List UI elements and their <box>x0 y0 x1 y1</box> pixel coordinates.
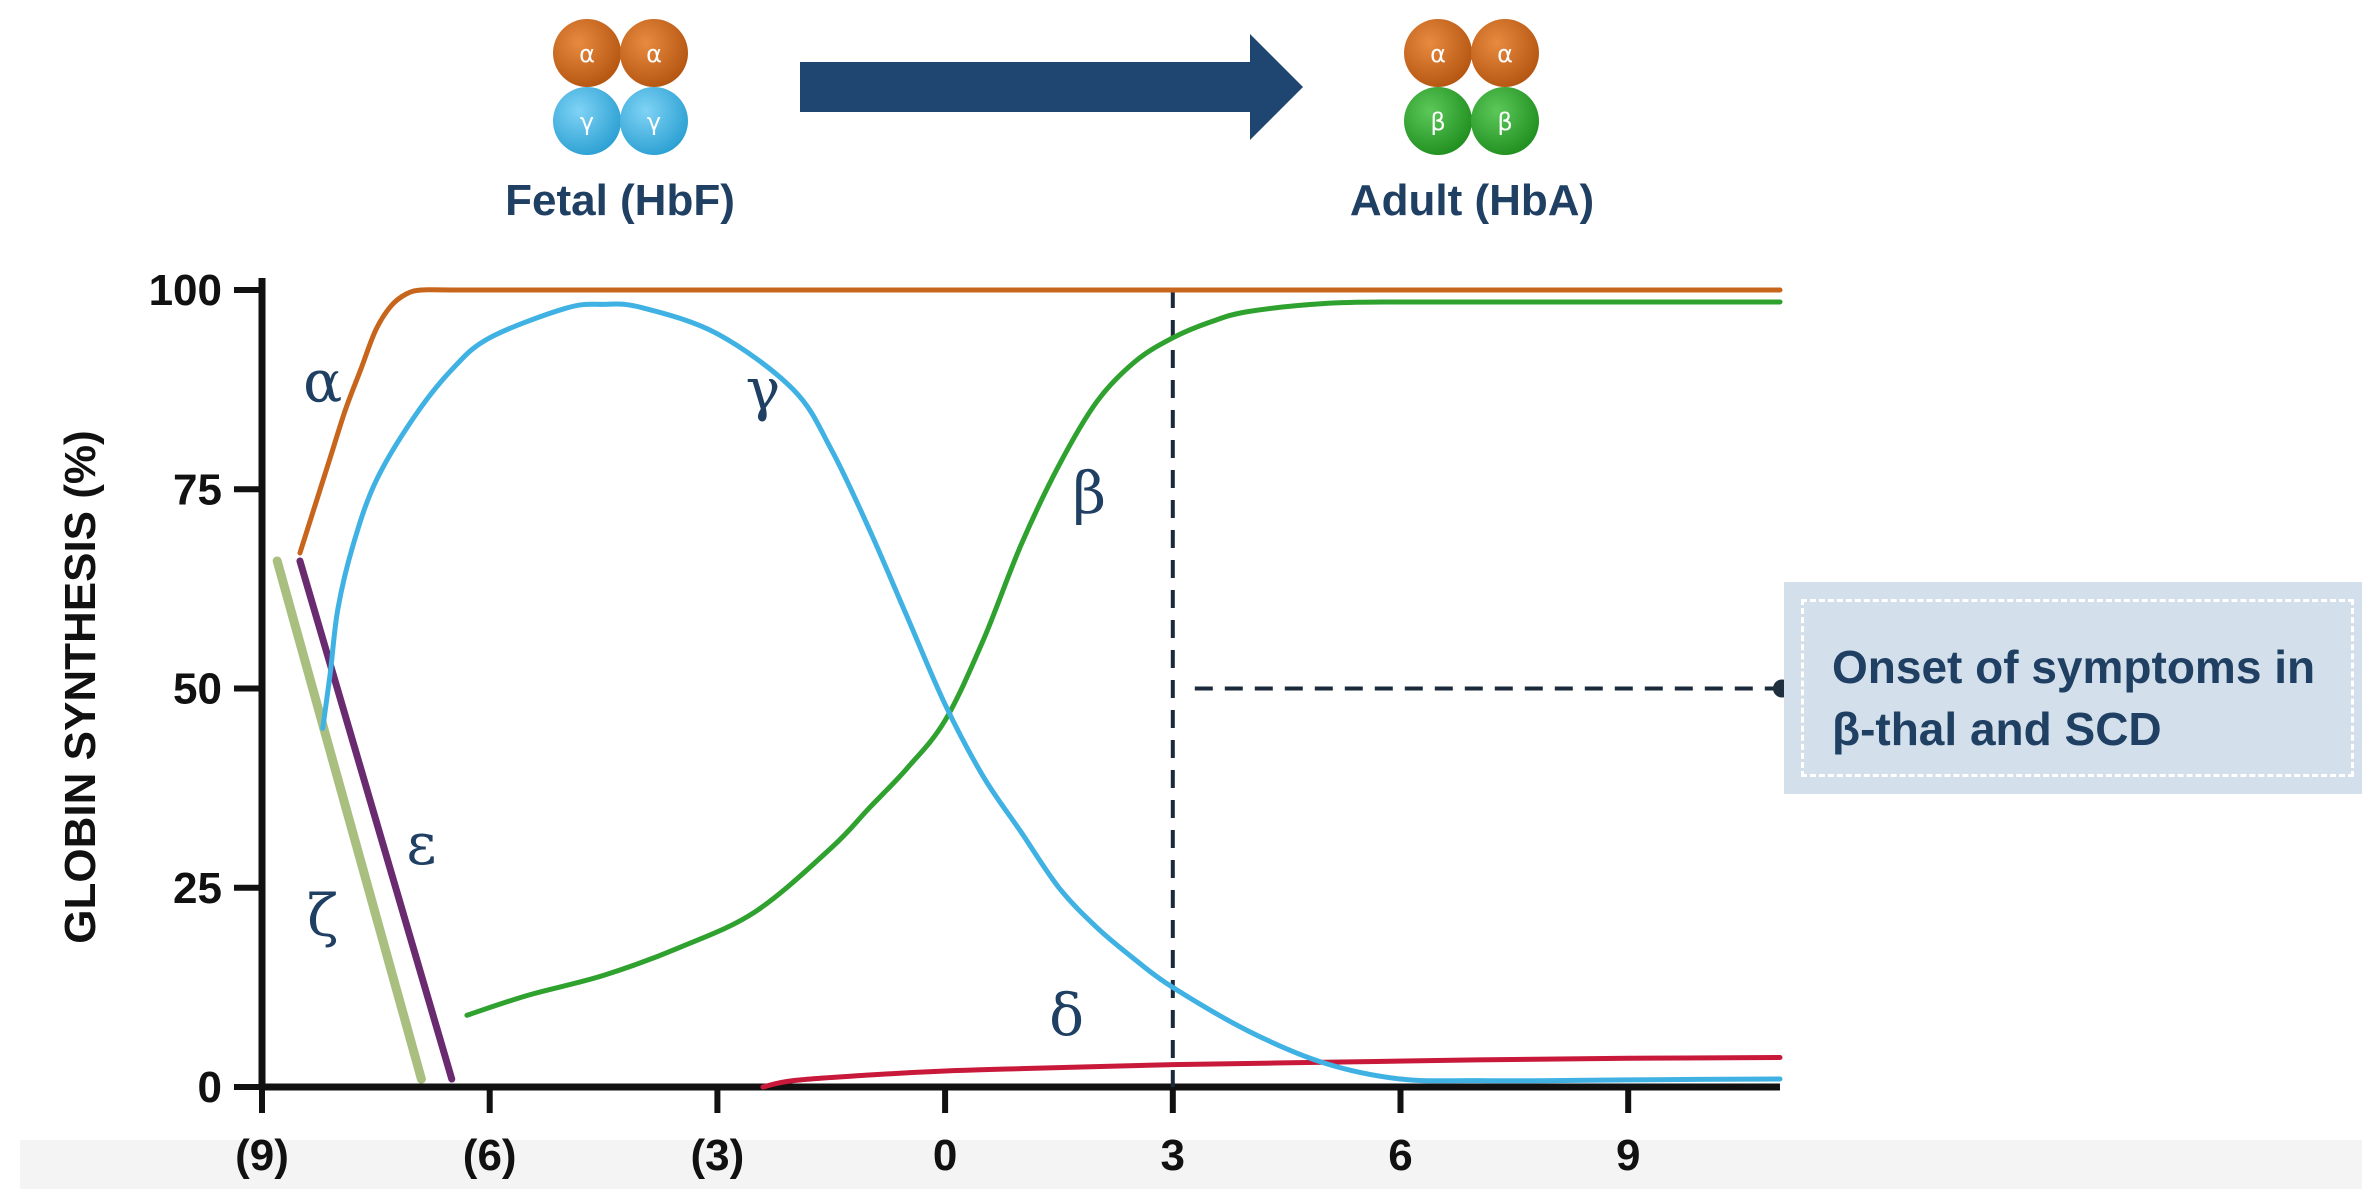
y-tick-label: 0 <box>198 1063 222 1112</box>
alpha-subunit-ball <box>553 19 621 87</box>
y-tick-label: 75 <box>173 465 222 514</box>
subunit-label: α <box>1430 40 1446 68</box>
onset-callout: Onset of symptoms in β-thal and SCD <box>1784 582 2362 794</box>
subunit-label: α <box>1497 40 1513 68</box>
chart-axes: 0 25 50 75 100 (9) (6) (3) 0 3 6 9 <box>149 266 1780 1180</box>
curve-label-alpha: α <box>303 348 342 416</box>
footer-band <box>20 1140 2362 1189</box>
fetal-hemoglobin-icon: α α γ γ <box>553 19 688 155</box>
series-line-epsilon <box>296 557 456 1083</box>
curve-label-epsilon: ε <box>406 810 436 878</box>
series-line-alpha <box>297 287 1783 556</box>
series-line-zeta <box>272 556 426 1084</box>
x-tick-label: 9 <box>1616 1131 1640 1180</box>
x-tick-label: (9) <box>235 1131 289 1180</box>
x-tick-label: (6) <box>463 1131 517 1180</box>
series-layer <box>272 287 1783 1090</box>
curve-label-zeta: ζ <box>307 882 338 950</box>
switch-arrow-icon <box>800 34 1303 140</box>
series-line-delta <box>760 1055 1783 1090</box>
subunit-label: β <box>1497 108 1512 136</box>
curve-label-delta: δ <box>1049 981 1084 1049</box>
y-tick-label: 50 <box>173 665 222 714</box>
x-tick-label: 3 <box>1161 1131 1185 1180</box>
curve-labels: α γ β δ εζ <box>303 348 1106 1050</box>
callout-connector <box>1194 679 1791 698</box>
gamma-subunit-ball <box>553 87 621 155</box>
curve-label-gamma: γ <box>746 356 781 424</box>
subunit-label: γ <box>647 108 661 136</box>
callout-text: Onset of symptoms in β-thal and SCD <box>1832 641 2316 755</box>
x-tick-label: 6 <box>1388 1131 1412 1180</box>
y-tick-label: 100 <box>149 266 222 315</box>
x-tick-label: 0 <box>933 1131 957 1180</box>
curve-label-beta: β <box>1073 459 1107 527</box>
series-line-beta <box>464 299 1783 1018</box>
beta-subunit-ball <box>1471 87 1539 155</box>
adult-hemoglobin-icon: α α β β <box>1404 19 1539 155</box>
y-axis-title: GLOBIN SYNTHESIS (%) <box>56 430 105 943</box>
alpha-subunit-ball <box>1471 19 1539 87</box>
beta-subunit-ball <box>1404 87 1472 155</box>
subunit-label: γ <box>580 108 594 136</box>
callout-dashed-frame: Onset of symptoms in β-thal and SCD <box>1801 599 2354 777</box>
fetal-label: Fetal (HbF) <box>505 176 735 225</box>
x-tick-label: (3) <box>691 1131 745 1180</box>
alpha-subunit-ball <box>620 19 688 87</box>
alpha-subunit-ball <box>1404 19 1472 87</box>
series-line-gamma <box>320 301 1783 1084</box>
subunit-label: α <box>579 40 595 68</box>
y-tick-label: 25 <box>173 864 222 913</box>
subunit-label: α <box>646 40 662 68</box>
adult-label: Adult (HbA) <box>1350 176 1594 225</box>
subunit-label: β <box>1430 108 1445 136</box>
gamma-subunit-ball <box>620 87 688 155</box>
